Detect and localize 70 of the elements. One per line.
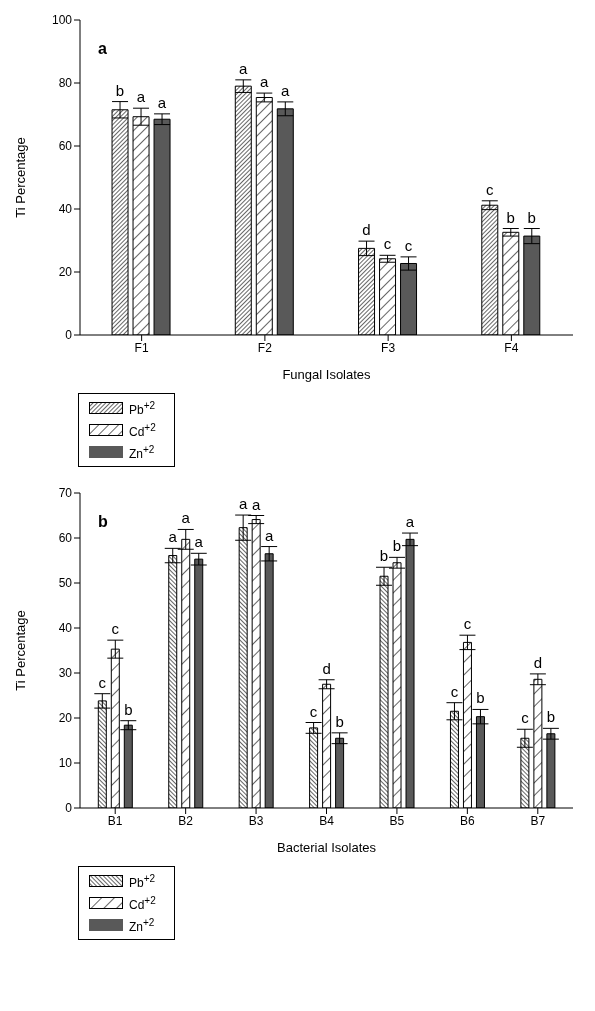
data-label: a: [168, 528, 178, 546]
data-label: a: [281, 81, 291, 99]
x-tick-label: B7: [530, 813, 546, 828]
x-tick-label: B5: [389, 813, 405, 828]
data-label: d: [533, 653, 543, 671]
legend-label: Zn$^{+2}$: [129, 916, 155, 936]
x-tick-label: F4: [504, 340, 519, 355]
data-label: d: [362, 221, 371, 239]
x-tick-label: B3: [248, 813, 264, 828]
x-tick-label: B4: [319, 813, 335, 828]
data-label: a: [181, 509, 191, 527]
data-label: a: [136, 88, 146, 106]
x-tick-label: F1: [134, 340, 149, 355]
legend-label: Pb$^{+2}$: [129, 872, 156, 892]
data-label: d: [322, 659, 331, 677]
y-tick-label: 60: [58, 139, 73, 154]
data-label: a: [405, 513, 415, 531]
annotation: b: [98, 513, 108, 531]
legend-label: Zn$^{+2}$: [129, 443, 155, 463]
y-tick-label: 0: [65, 801, 73, 816]
data-label: c: [98, 673, 107, 691]
data-label: b: [527, 208, 536, 226]
y-tick-label: 40: [58, 621, 73, 636]
data-label: c: [383, 235, 392, 253]
y-tick-label: 20: [58, 265, 73, 280]
y-tick-label: 70: [58, 486, 73, 501]
x-tick-label: F2: [257, 340, 273, 355]
data-label: c: [404, 236, 413, 254]
y-tick-label: 10: [58, 756, 73, 771]
y-tick-label: 40: [58, 202, 73, 217]
data-label: b: [392, 537, 402, 555]
x-tick-label: B6: [460, 813, 476, 828]
data-label: b: [476, 689, 485, 707]
x-tick-label: B1: [107, 813, 123, 828]
data-label: c: [463, 615, 472, 633]
data-label: c: [486, 180, 495, 198]
y-tick-label: 60: [58, 531, 73, 546]
legend-label: Pb$^{+2}$: [129, 399, 156, 419]
y-tick-label: 80: [58, 76, 73, 91]
data-label: a: [157, 93, 167, 111]
data-label: c: [521, 709, 530, 727]
y-axis-title: Ti Percentage: [12, 610, 28, 691]
y-tick-label: 50: [58, 576, 73, 591]
data-label: c: [111, 620, 120, 638]
data-label: b: [115, 81, 125, 99]
x-axis-title: Fungal Isolates: [282, 367, 372, 382]
data-label: a: [260, 73, 270, 91]
data-label: b: [506, 208, 515, 226]
y-tick-label: 0: [65, 328, 73, 343]
data-label: b: [335, 712, 344, 730]
y-tick-label: 30: [58, 666, 73, 681]
x-tick-label: F3: [381, 340, 396, 355]
data-label: a: [194, 533, 204, 551]
legend-label: Cd$^{+2}$: [129, 421, 156, 441]
data-label: a: [265, 526, 274, 544]
y-axis-title: Ti Percentage: [12, 137, 28, 218]
y-tick-label: 20: [58, 711, 73, 726]
legend-label: Cd$^{+2}$: [129, 894, 156, 914]
data-label: b: [379, 547, 389, 565]
y-tick-label: 100: [51, 13, 73, 28]
annotation: a: [98, 40, 107, 58]
data-label: a: [252, 495, 261, 513]
data-label: c: [309, 702, 318, 720]
data-label: b: [546, 708, 556, 726]
data-label: c: [450, 682, 459, 700]
data-label: a: [239, 495, 248, 513]
data-label: b: [124, 700, 133, 718]
x-tick-label: B2: [178, 813, 194, 828]
data-label: a: [239, 59, 249, 77]
x-axis-title: Bacterial Isolates: [277, 840, 377, 855]
